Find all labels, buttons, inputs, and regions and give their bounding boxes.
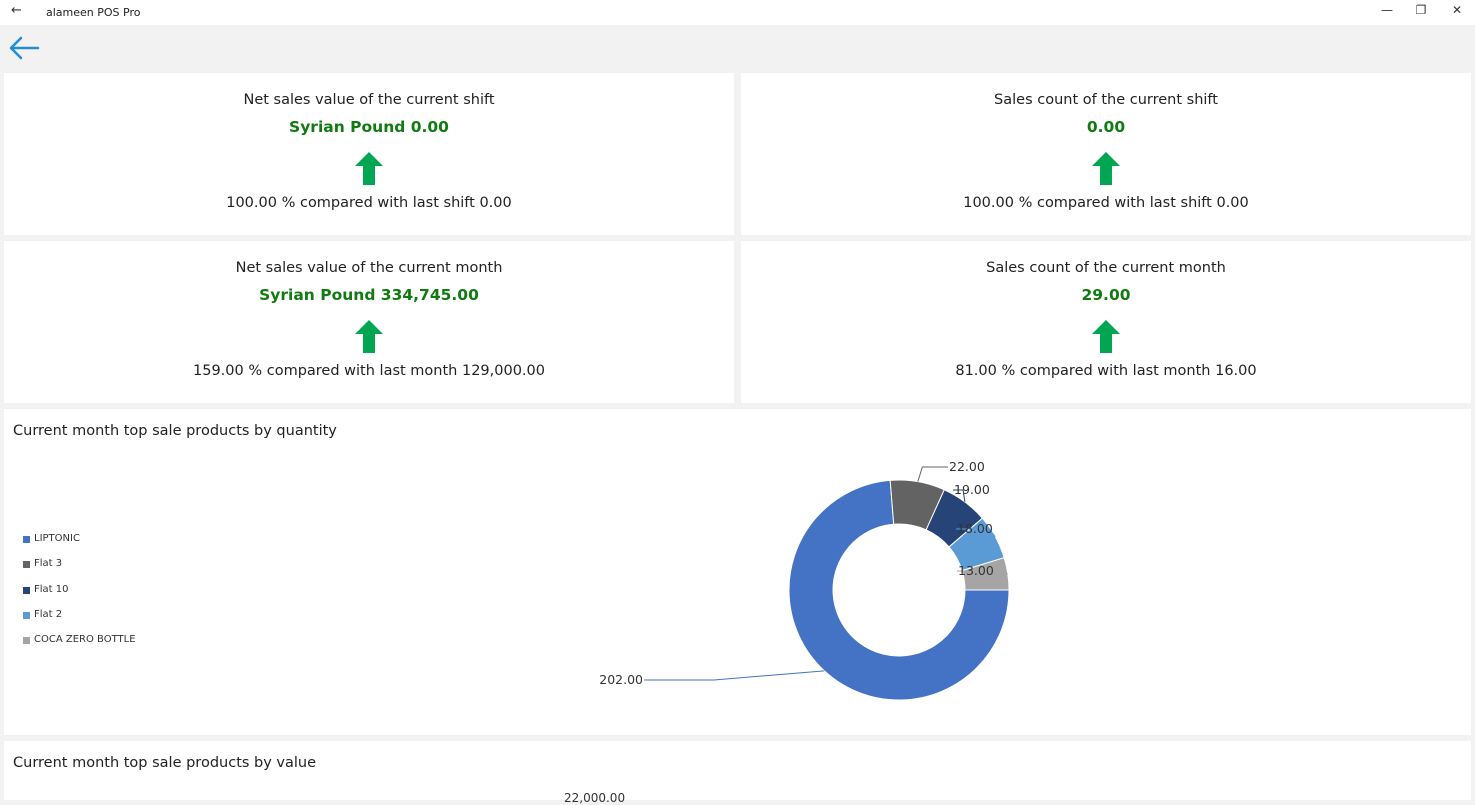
legend-label: COCA ZERO BOTTLE [34,634,136,646]
trend-up-arrow-icon [355,320,383,353]
chart-title: Current month top sale products by value [13,755,317,771]
close-button[interactable]: ✕ [1451,3,1463,17]
legend-label: Flat 3 [34,558,63,570]
data-label: 13.00 [958,563,994,578]
window-title: alameen POS Pro [46,6,141,19]
card-compare: 100.00 % compared with last shift 0.00 [963,195,1249,211]
back-arrow-icon[interactable] [8,35,40,61]
data-label: 18.00 [957,521,993,536]
trend-up-arrow-icon [1092,152,1120,185]
chart-title: Current month top sale products by quant… [13,423,337,439]
titlebar-back-icon[interactable]: ← [11,3,22,18]
legend-swatch [23,611,30,619]
card-value: Syrian Pound 0.00 [289,118,449,136]
title-bar: ← alameen POS Pro — ❐ ✕ [0,0,1475,25]
donut-slice [925,489,984,548]
card-value: 0.00 [1086,118,1126,136]
value-chart-panel: Current month top sale products by value… [4,741,1471,805]
trend-up-arrow-icon [355,152,383,185]
data-label: 22.00 [949,459,985,474]
card-label: Net sales value of the current month [235,260,503,276]
qty-chart-panel: Current month top sale products by quant… [4,409,1471,735]
leader-line [957,570,1008,575]
value-chart-data-label: 22,000.00 [564,791,626,805]
month-sales-card: Net sales value of the current month Syr… [4,241,734,403]
card-value: 29.00 [1081,286,1131,304]
minimize-button[interactable]: — [1381,3,1393,17]
restore-button[interactable]: ❐ [1415,3,1427,17]
card-compare: 81.00 % compared with last month 16.00 [955,363,1257,379]
card-value: Syrian Pound 334,745.00 [259,286,479,304]
donut-slice [948,517,1005,572]
leader-line [644,670,825,681]
donut-slice [889,479,945,531]
legend-swatch [23,586,30,594]
donut-chart: 202.00 22.00 19.00 18.00 13.00 [599,459,1010,701]
leader-line [956,528,996,538]
month-count-card: Sales count of the current month 29.00 8… [741,241,1471,403]
card-compare: 159.00 % compared with last month 129,00… [193,363,545,379]
leader-line [953,489,966,502]
leader-line [917,466,948,482]
legend-label: Flat 2 [34,608,63,620]
card-label: Sales count of the current month [986,260,1226,276]
card-compare: 100.00 % compared with last shift 0.00 [226,195,512,211]
donut-slice [788,479,1010,701]
data-label: 19.00 [954,482,990,497]
legend-swatch [23,536,30,543]
legend-swatch [23,561,30,569]
legend-label: Flat 10 [34,583,69,595]
legend-swatch [23,637,30,645]
shift-sales-card: Net sales value of the current shift Syr… [4,73,734,235]
data-label: 202.00 [599,672,643,687]
trend-up-arrow-icon [1092,320,1120,353]
card-label: Net sales value of the current shift [243,92,495,108]
card-label: Sales count of the current shift [994,92,1218,108]
legend-label: LIPTONIC [34,533,80,544]
shift-count-card: Sales count of the current shift 0.00 10… [741,73,1471,235]
